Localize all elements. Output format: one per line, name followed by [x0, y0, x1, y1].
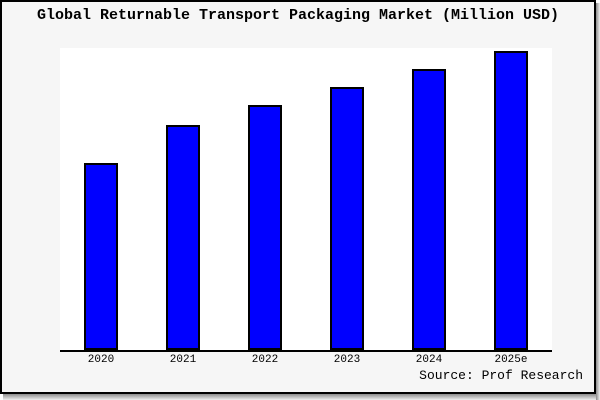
- drop-shadow-right: [596, 3, 600, 400]
- drop-shadow-bottom: [3, 394, 596, 400]
- chart-title: Global Returnable Transport Packaging Ma…: [36, 7, 560, 24]
- bar-2020: [84, 163, 118, 350]
- bar-2023: [330, 87, 364, 350]
- x-tick-2024: 2024: [415, 354, 443, 366]
- source-credit: Source: Prof Research: [419, 368, 583, 383]
- x-tick-2020: 2020: [87, 354, 115, 366]
- x-tick-2022: 2022: [251, 354, 279, 366]
- bar-2022: [248, 105, 282, 350]
- plot-area: [60, 48, 552, 350]
- bar-2021: [166, 125, 200, 350]
- bar-2025e: [494, 51, 528, 350]
- x-axis: [60, 350, 552, 352]
- x-tick-2023: 2023: [333, 354, 361, 366]
- x-tick-2025e: 2025e: [494, 354, 528, 366]
- x-tick-2021: 2021: [169, 354, 197, 366]
- bar-2024: [412, 69, 446, 350]
